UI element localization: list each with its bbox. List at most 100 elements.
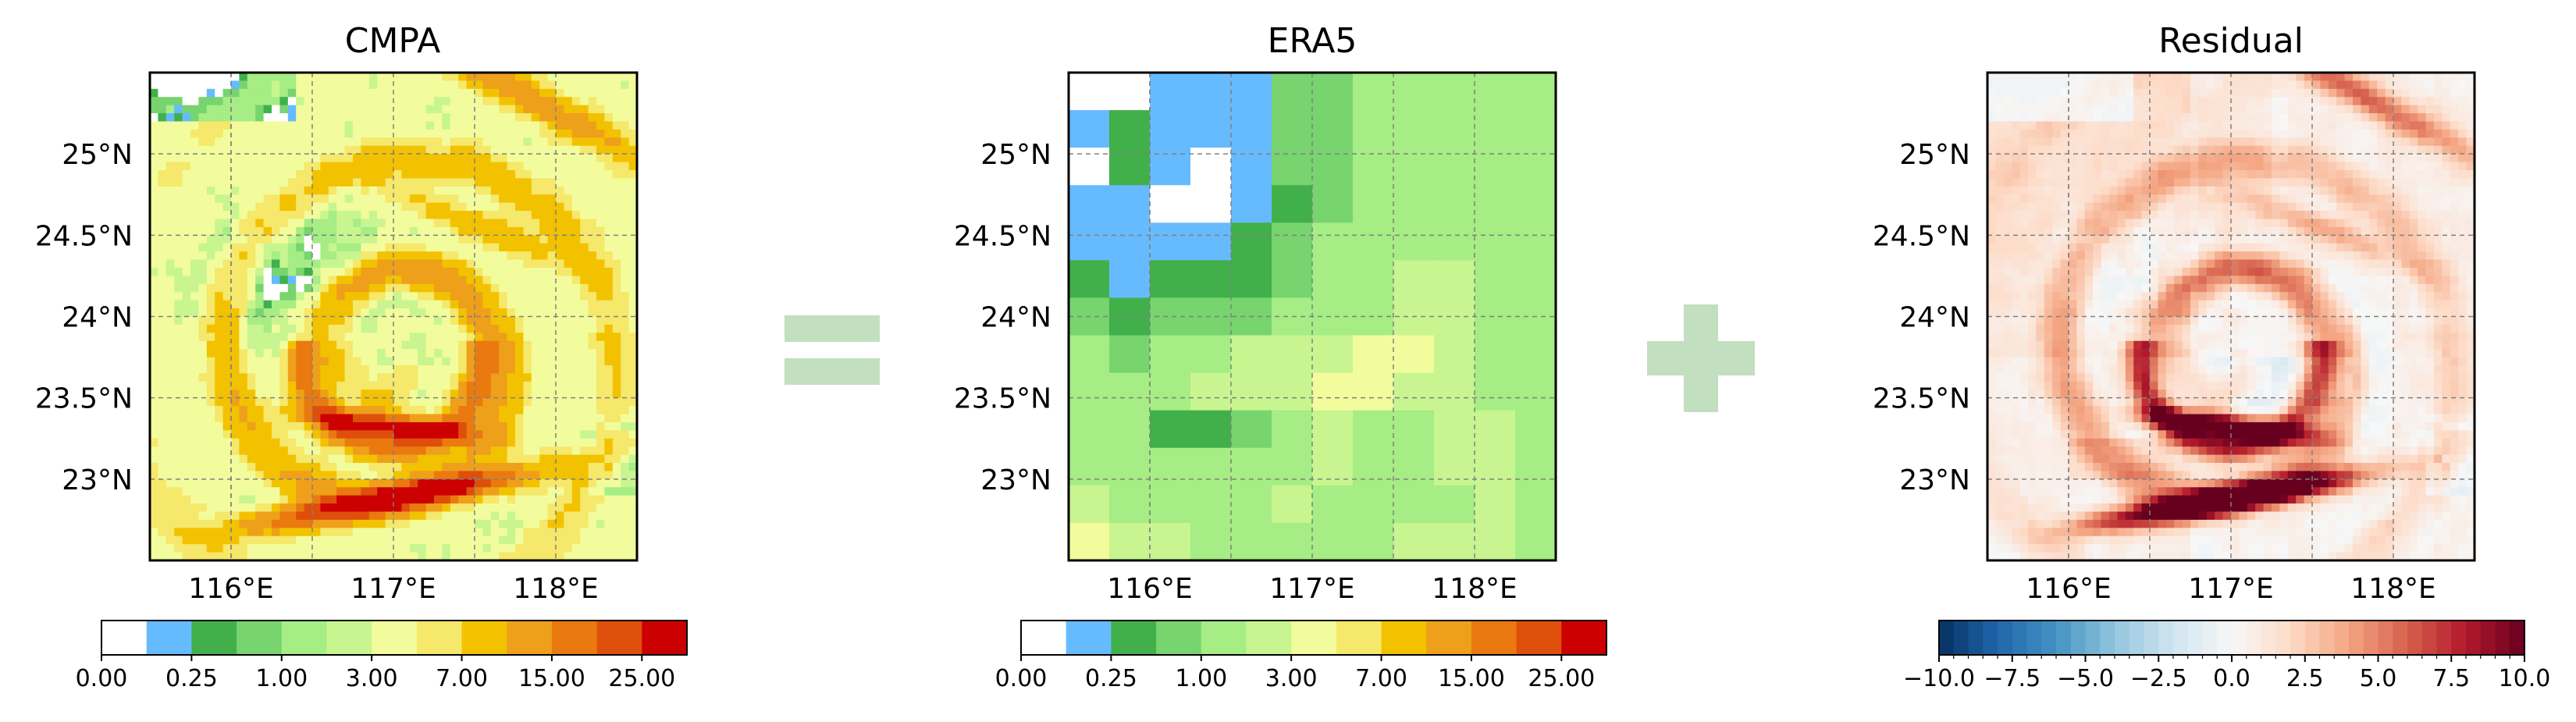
cmpa-cell: [418, 283, 427, 293]
cmpa-cell: [604, 421, 614, 431]
cmpa-cell: [531, 316, 540, 325]
cmpa-cell: [255, 519, 265, 528]
cmpa-cell: [222, 454, 232, 464]
cmpa-cell: [231, 373, 240, 382]
cmpa-cell: [499, 381, 508, 390]
cmpa-cell: [490, 381, 500, 390]
cmpa-cell: [547, 202, 557, 212]
cmpa-cell: [450, 511, 459, 521]
cmpa-cell: [353, 226, 361, 236]
residual-cell: [2442, 113, 2451, 123]
cmpa-cell: [165, 235, 175, 244]
cmpa-cell: [158, 226, 167, 236]
cmpa-cell: [425, 154, 435, 163]
cmpa-cell: [287, 202, 297, 212]
cmpa-cell: [418, 154, 427, 163]
residual-cell: [2458, 80, 2467, 90]
cmpa-cell: [353, 268, 361, 277]
cmpa-cell: [222, 463, 232, 472]
cmpa-cell: [596, 421, 605, 431]
cmpa-cell: [588, 154, 597, 163]
cmpa-cell: [174, 381, 183, 390]
cmpa-cell: [482, 544, 492, 553]
cmpa-cell: [255, 162, 265, 171]
cmpa-cell: [458, 154, 468, 163]
cmpa-cell: [353, 162, 361, 171]
residual-cell: [2141, 113, 2151, 123]
cmpa-cell: [215, 406, 224, 415]
cmpa-cell: [556, 478, 564, 488]
residual-cell: [2344, 178, 2354, 187]
colorbar-tick-label: 25.00: [1528, 665, 1595, 692]
cmpa-cell: [174, 154, 183, 163]
residual-cell: [2425, 73, 2435, 82]
residual-cell: [2012, 154, 2021, 163]
cmpa-cell: [475, 430, 483, 439]
residual-cell: [2101, 202, 2110, 212]
residual-cell: [2012, 162, 2021, 171]
cmpa-cell: [296, 243, 305, 252]
cmpa-cell: [304, 438, 313, 447]
cmpa-cell: [580, 73, 589, 82]
cmpa-cell: [353, 235, 361, 244]
residual-cell: [2466, 113, 2475, 123]
cmpa-cell: [621, 276, 630, 285]
cmpa-cell: [612, 552, 621, 561]
cmpa-cell: [539, 535, 549, 545]
residual-cell: [2401, 129, 2411, 138]
cmpa-cell: [368, 397, 378, 407]
residual-cell: [2385, 129, 2394, 138]
cmpa-cell: [515, 194, 524, 204]
cmpa-cell: [458, 503, 468, 513]
residual-cell: [2255, 145, 2265, 155]
cmpa-cell: [385, 105, 394, 114]
residual-cell: [2239, 137, 2248, 147]
residual-cell: [2466, 170, 2475, 180]
cmpa-cell: [612, 478, 621, 488]
cmpa-cell: [571, 154, 581, 163]
cmpa-cell: [239, 243, 248, 252]
cmpa-cell: [368, 202, 378, 212]
residual-cell: [2442, 137, 2451, 147]
cmpa-cell: [150, 202, 158, 212]
cmpa-cell: [150, 495, 158, 504]
cmpa-cell: [564, 349, 573, 358]
cmpa-cell: [425, 243, 435, 252]
cmpa-cell: [539, 487, 549, 496]
cmpa-cell: [507, 73, 516, 82]
cmpa-cell: [547, 519, 557, 528]
cmpa-cell: [418, 194, 427, 204]
cmpa-cell: [531, 389, 540, 399]
cmpa-cell: [409, 397, 418, 407]
cmpa-cell: [580, 340, 589, 350]
residual-cell: [2272, 202, 2280, 212]
cmpa-cell: [515, 186, 524, 195]
cmpa-cell: [255, 340, 265, 350]
era5-cell: [1231, 260, 1272, 299]
cmpa-cell: [580, 324, 589, 333]
cmpa-cell: [361, 259, 370, 269]
era5-cell: [1434, 485, 1475, 524]
cmpa-cell: [628, 316, 638, 325]
residual-cell: [2215, 73, 2224, 82]
residual-cell: [2328, 211, 2337, 220]
cmpa-cell: [198, 178, 208, 187]
cmpa-cell: [190, 129, 199, 138]
cmpa-cell: [523, 170, 532, 180]
cmpa-cell: [247, 478, 256, 488]
cmpa-cell: [368, 129, 378, 138]
cmpa-cell: [344, 268, 354, 277]
residual-cell: [2255, 162, 2265, 171]
cmpa-cell: [231, 219, 240, 228]
cmpa-cell: [564, 251, 573, 261]
residual-cell: [2003, 154, 2012, 163]
cmpa-cell: [523, 129, 532, 138]
cmpa-cell: [385, 528, 394, 537]
cmpa-cell: [621, 283, 630, 293]
cmpa-cell: [409, 414, 418, 423]
cmpa-cell: [198, 471, 208, 480]
cmpa-cell: [344, 202, 354, 212]
cmpa-cell: [206, 373, 215, 382]
cmpa-cell: [239, 357, 248, 366]
residual-cell: [2012, 211, 2021, 220]
